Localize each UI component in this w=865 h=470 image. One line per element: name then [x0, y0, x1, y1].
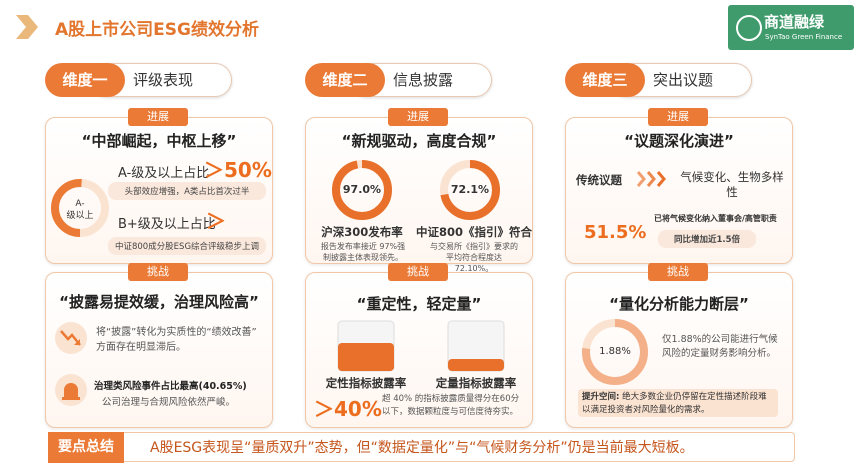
ring	[51, 179, 109, 237]
cylinder-label: 定性指标披露率	[325, 376, 407, 390]
panel-title: “重定性，轻定量”	[356, 295, 482, 313]
challenge-panel: “量化分析能力断层” 1.88% 仅1.88%的公司能进行气候风险的定量财务影响…	[565, 272, 793, 428]
gauge	[440, 160, 500, 220]
summary-text: A股ESG表现呈“量质双升”态势，但“数据定量化”与“气候财务分析”仍是当前最大…	[150, 440, 694, 456]
progress-panel: “新规驱动，高度合规” 97.0% 72.1% 沪深300发布率 中证800《指…	[305, 117, 533, 273]
gauge-arc	[440, 160, 500, 220]
column-name-text: 信息披露	[393, 71, 454, 89]
section-tab: 进展	[128, 108, 188, 126]
improvement-box: 提升空间: 绝大多数企业仍停留在定性描述阶段难以满足投资者对风险量化的需求。	[578, 389, 778, 417]
stat: 51.5%	[584, 222, 647, 243]
cylinder	[337, 320, 395, 372]
ring-label: 1.88%	[599, 346, 631, 357]
topic-to: 气候变化、生物多样性	[680, 170, 784, 199]
panel-title: “量化分析能力断层”	[609, 295, 749, 313]
column-tag: 维度一	[45, 63, 125, 97]
logo-name: 商道融绿	[764, 13, 825, 31]
gauge-label: 72.1%	[450, 183, 490, 196]
item-note: 中证800成分股ESG综合评级稳步上调	[108, 237, 266, 255]
challenge-text: 仅1.88%的公司能进行气候风险的定量财务影响分析。	[662, 334, 778, 359]
section-tab: 进展	[388, 108, 448, 126]
challenge-subtitle: 治理类风险事件占比最高(40.65%)	[94, 381, 247, 392]
logo: 商道融绿 SynTao Green Finance	[728, 5, 854, 50]
gauge-label: 97.0%	[342, 183, 382, 196]
ring	[582, 319, 648, 385]
panel-title: “新规驱动，高度合规”	[341, 132, 497, 150]
gauge-note: 与交易所《指引》要求的平均符合程度达 72.10%。	[430, 242, 518, 273]
alarm-icon	[55, 374, 87, 406]
panel-title: “议题深化演进”	[624, 132, 734, 150]
challenge-panel: “重定性，轻定量” 定性指标披露率 定量指标披露率 ＞40% 超 40% 的指标…	[305, 272, 533, 428]
box-text: 绝大多数企业仍停留在定性描述阶段难以满足投资者对风险量化的需求。	[582, 392, 767, 415]
challenge-panel: “披露易提效缓，治理风险高” 将“披露”转化为实质性的“绩效改善”方面存在明显滞…	[45, 272, 273, 428]
column-name-text: 评级表现	[133, 71, 194, 89]
challenge-text: 将“披露”转化为实质性的“绩效改善”方面存在明显滞后。	[96, 327, 257, 353]
item-label: B+级及以上占比	[118, 217, 216, 232]
gauge	[332, 160, 392, 220]
section-tab: 进展	[648, 108, 708, 126]
progress-panel: “中部崛起，中枢上移” A- 级以上 A-级及以上占比 ＞50% 头部效应增强，…	[45, 117, 273, 264]
cylinder-label: 定量指标披露率	[435, 376, 517, 390]
topic-from: 传统议题	[576, 173, 622, 187]
gauge-note: 报告发布率接近 97%强制披露主体表现领先。	[320, 242, 406, 262]
header-chevron	[16, 15, 38, 39]
progress-panel: “议题深化演进” 传统议题 气候变化、生物多样性 51.5% 已将气候变化纳入董…	[565, 117, 793, 264]
section-tab: 挑战	[648, 263, 708, 281]
logo-subtitle: SynTao Green Finance	[765, 33, 843, 41]
decline-icon	[55, 322, 87, 354]
panel-title: “披露易提效缓，治理风险高”	[59, 293, 259, 311]
stat: ＞40%	[314, 397, 382, 421]
box-label: 提升空间:	[582, 392, 620, 402]
gauge-name: 沪深300发布率	[321, 225, 403, 239]
item-note: 头部效应增强，A类占比首次过半	[108, 182, 266, 200]
stat-note: 同比增加近1.5倍	[658, 230, 756, 248]
section-tab: 挑战	[388, 263, 448, 281]
stat-note: 已将气候变化纳入董事会/高管职责	[654, 214, 777, 223]
stat-note: 超 40% 的指标披露质量得分在60分以下，数据颗粒度与可信度待夯实。	[382, 394, 520, 417]
summary-tag: 要点总结	[48, 432, 124, 463]
cylinder	[447, 320, 505, 372]
arrows	[636, 171, 666, 187]
challenge-text: 公司治理与合规风险依然严峻。	[102, 397, 236, 408]
panel-title: “中部崛起，中枢上移”	[81, 132, 237, 150]
section-tab: 挑战	[128, 263, 188, 281]
ring-label-line: A-	[75, 199, 85, 209]
column-name-text: 突出议题	[653, 71, 714, 89]
item-label: A-级及以上占比	[118, 166, 210, 181]
column-tag: 维度三	[565, 63, 645, 97]
logo-icon	[736, 15, 762, 41]
gauge-name: 中证800《指引》符合	[416, 225, 533, 239]
column-tag: 维度二	[305, 63, 385, 97]
item-value: ＞50%	[204, 158, 272, 182]
page-title: A股上市公司ESG绩效分析	[55, 20, 259, 40]
ring-label-line: 级以上	[66, 211, 94, 221]
gauge-arc	[332, 160, 392, 220]
ring-label: A- 级以上	[60, 198, 100, 222]
